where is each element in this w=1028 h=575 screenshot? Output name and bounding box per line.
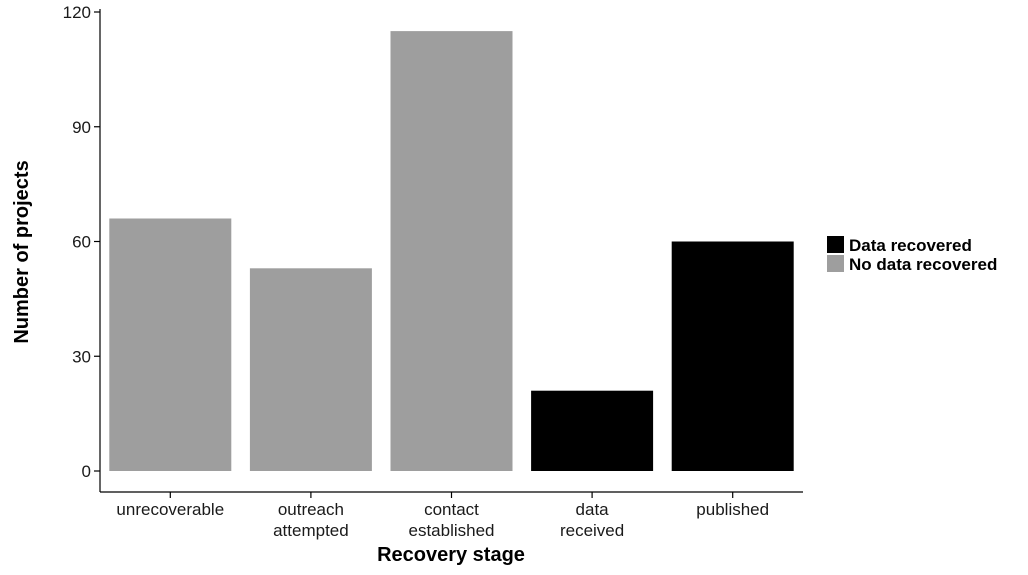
bar-outreach-attempted <box>249 268 372 471</box>
legend-swatch <box>827 255 844 272</box>
y-tick-label: 0 <box>82 462 91 481</box>
x-axis-title: Recovery stage <box>377 544 525 566</box>
x-tick-label: unrecoverable <box>116 500 224 519</box>
x-tick-label: published <box>696 500 769 519</box>
bar-published <box>671 241 794 471</box>
x-tick-label: received <box>560 521 624 540</box>
x-tick-label: established <box>408 521 494 540</box>
legend-swatch <box>827 236 844 253</box>
y-tick-label: 60 <box>72 233 91 252</box>
y-tick-label: 90 <box>72 118 91 137</box>
legend-label: No data recovered <box>849 255 997 274</box>
x-tick-label: attempted <box>273 521 349 540</box>
y-axis: 0 30 60 90 120 <box>63 3 101 492</box>
bar-data-received <box>531 390 654 471</box>
y-tick-label: 120 <box>63 3 91 22</box>
x-axis: unrecoverable outreach attempted contact est… <box>100 491 803 540</box>
bars-group <box>109 31 794 471</box>
y-tick-label: 30 <box>72 347 91 366</box>
bar-contact-established <box>390 31 513 471</box>
legend-label: Data recovered <box>849 236 972 255</box>
x-tick-label: contact <box>424 500 479 519</box>
x-tick-label: outreach <box>278 500 344 519</box>
y-axis-title: Number of projects <box>11 160 33 343</box>
bar-unrecoverable <box>109 218 232 471</box>
x-tick-label: data <box>576 500 610 519</box>
